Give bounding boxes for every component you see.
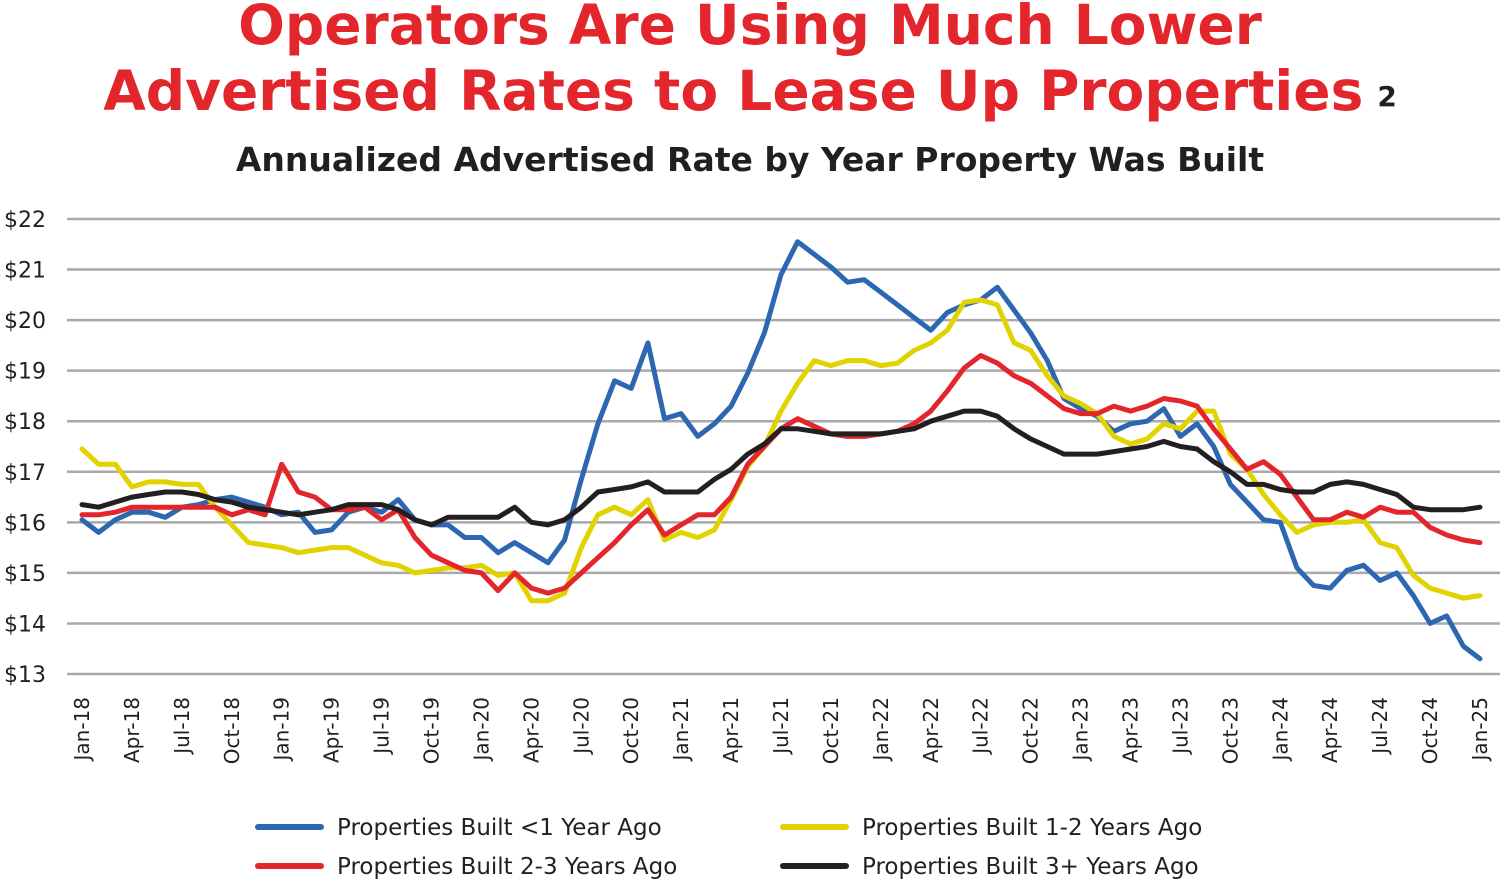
x-tick-label: Jul-22	[969, 697, 993, 756]
x-tick-label: Jan-22	[869, 697, 893, 763]
x-tick-label: Jan-20	[469, 697, 493, 763]
legend-label: Properties Built 3+ Years Ago	[862, 854, 1199, 880]
x-tick-label: Apr-20	[519, 697, 543, 763]
x-tick-label: Apr-18	[120, 697, 144, 763]
x-tick-label: Oct-23	[1218, 697, 1242, 764]
x-tick-label: Apr-21	[719, 697, 743, 763]
series-line-1	[79, 297, 1483, 604]
chart-title-line2: Advertised Rates to Lease Up Properties 2	[0, 60, 1500, 122]
x-tick-label: Jan-18	[70, 697, 94, 763]
y-tick-label: $21	[4, 259, 46, 284]
x-tick-label: Apr-24	[1318, 697, 1342, 763]
x-tick-label: Jan-21	[669, 697, 693, 763]
x-tick-label: Jan-25	[1468, 697, 1492, 763]
x-tick-label: Jul-18	[170, 697, 194, 756]
y-tick-label: $19	[4, 360, 46, 385]
y-tick-label: $17	[4, 461, 46, 486]
legend-label: Properties Built 1-2 Years Ago	[862, 815, 1202, 841]
footnote-marker: 2	[1377, 80, 1397, 113]
x-tick-label: Jul-19	[370, 697, 394, 756]
title-text-2: Advertised Rates to Lease Up Properties	[103, 59, 1364, 123]
legend: Properties Built <1 Year Ago Properties B…	[255, 815, 1202, 880]
x-tick-label: Oct-20	[619, 697, 643, 764]
y-tick-label: $13	[4, 663, 46, 688]
x-tick-label: Oct-21	[819, 697, 843, 764]
y-tick-label: $22	[4, 208, 46, 233]
x-tick-label: Oct-19	[420, 697, 444, 764]
x-tick-label: Apr-23	[1119, 697, 1143, 763]
x-tick-label: Oct-24	[1418, 697, 1442, 764]
x-tick-label: Jul-21	[769, 697, 793, 756]
x-tick-label: Jan-23	[1069, 697, 1093, 763]
y-tick-label: $20	[4, 309, 46, 334]
y-tick-label: $16	[4, 511, 46, 536]
series-line-2	[79, 353, 1483, 596]
x-tick-label: Apr-19	[320, 697, 344, 763]
x-axis-ticks: Jan-18 Apr-18 Jul-18 Oct-18 Jan-19 Apr-19 Jul-…	[70, 697, 1492, 764]
chart-title-line1: Operators Are Using Much Lower	[0, 0, 1500, 56]
x-tick-label: Jul-23	[1168, 697, 1192, 756]
y-axis-ticks: $22 $21 $20 $19 $18 $17 $16 $15 $14 $13	[4, 208, 46, 688]
y-tick-label: $15	[4, 562, 46, 587]
legend-label: Properties Built <1 Year Ago	[337, 815, 662, 841]
chart-subtitle: Annualized Advertised Rate by Year Prope…	[235, 140, 1265, 179]
series-line-3	[79, 408, 1483, 528]
legend-label: Properties Built 2-3 Years Ago	[337, 854, 677, 880]
x-tick-label: Jul-24	[1368, 697, 1392, 756]
y-tick-label: $18	[4, 410, 46, 435]
x-tick-label: Jan-19	[270, 697, 294, 763]
x-tick-label: Oct-22	[1019, 697, 1043, 764]
title-text-1: Operators Are Using Much Lower	[238, 0, 1262, 57]
x-tick-label: Apr-22	[919, 697, 943, 763]
x-tick-label: Jan-24	[1268, 697, 1292, 763]
series-line-0	[79, 239, 1483, 662]
series-lines	[79, 239, 1483, 662]
x-tick-label: Jul-20	[569, 697, 593, 756]
gridlines	[67, 217, 1500, 676]
x-tick-label: Oct-18	[220, 697, 244, 764]
y-tick-label: $14	[4, 612, 46, 637]
